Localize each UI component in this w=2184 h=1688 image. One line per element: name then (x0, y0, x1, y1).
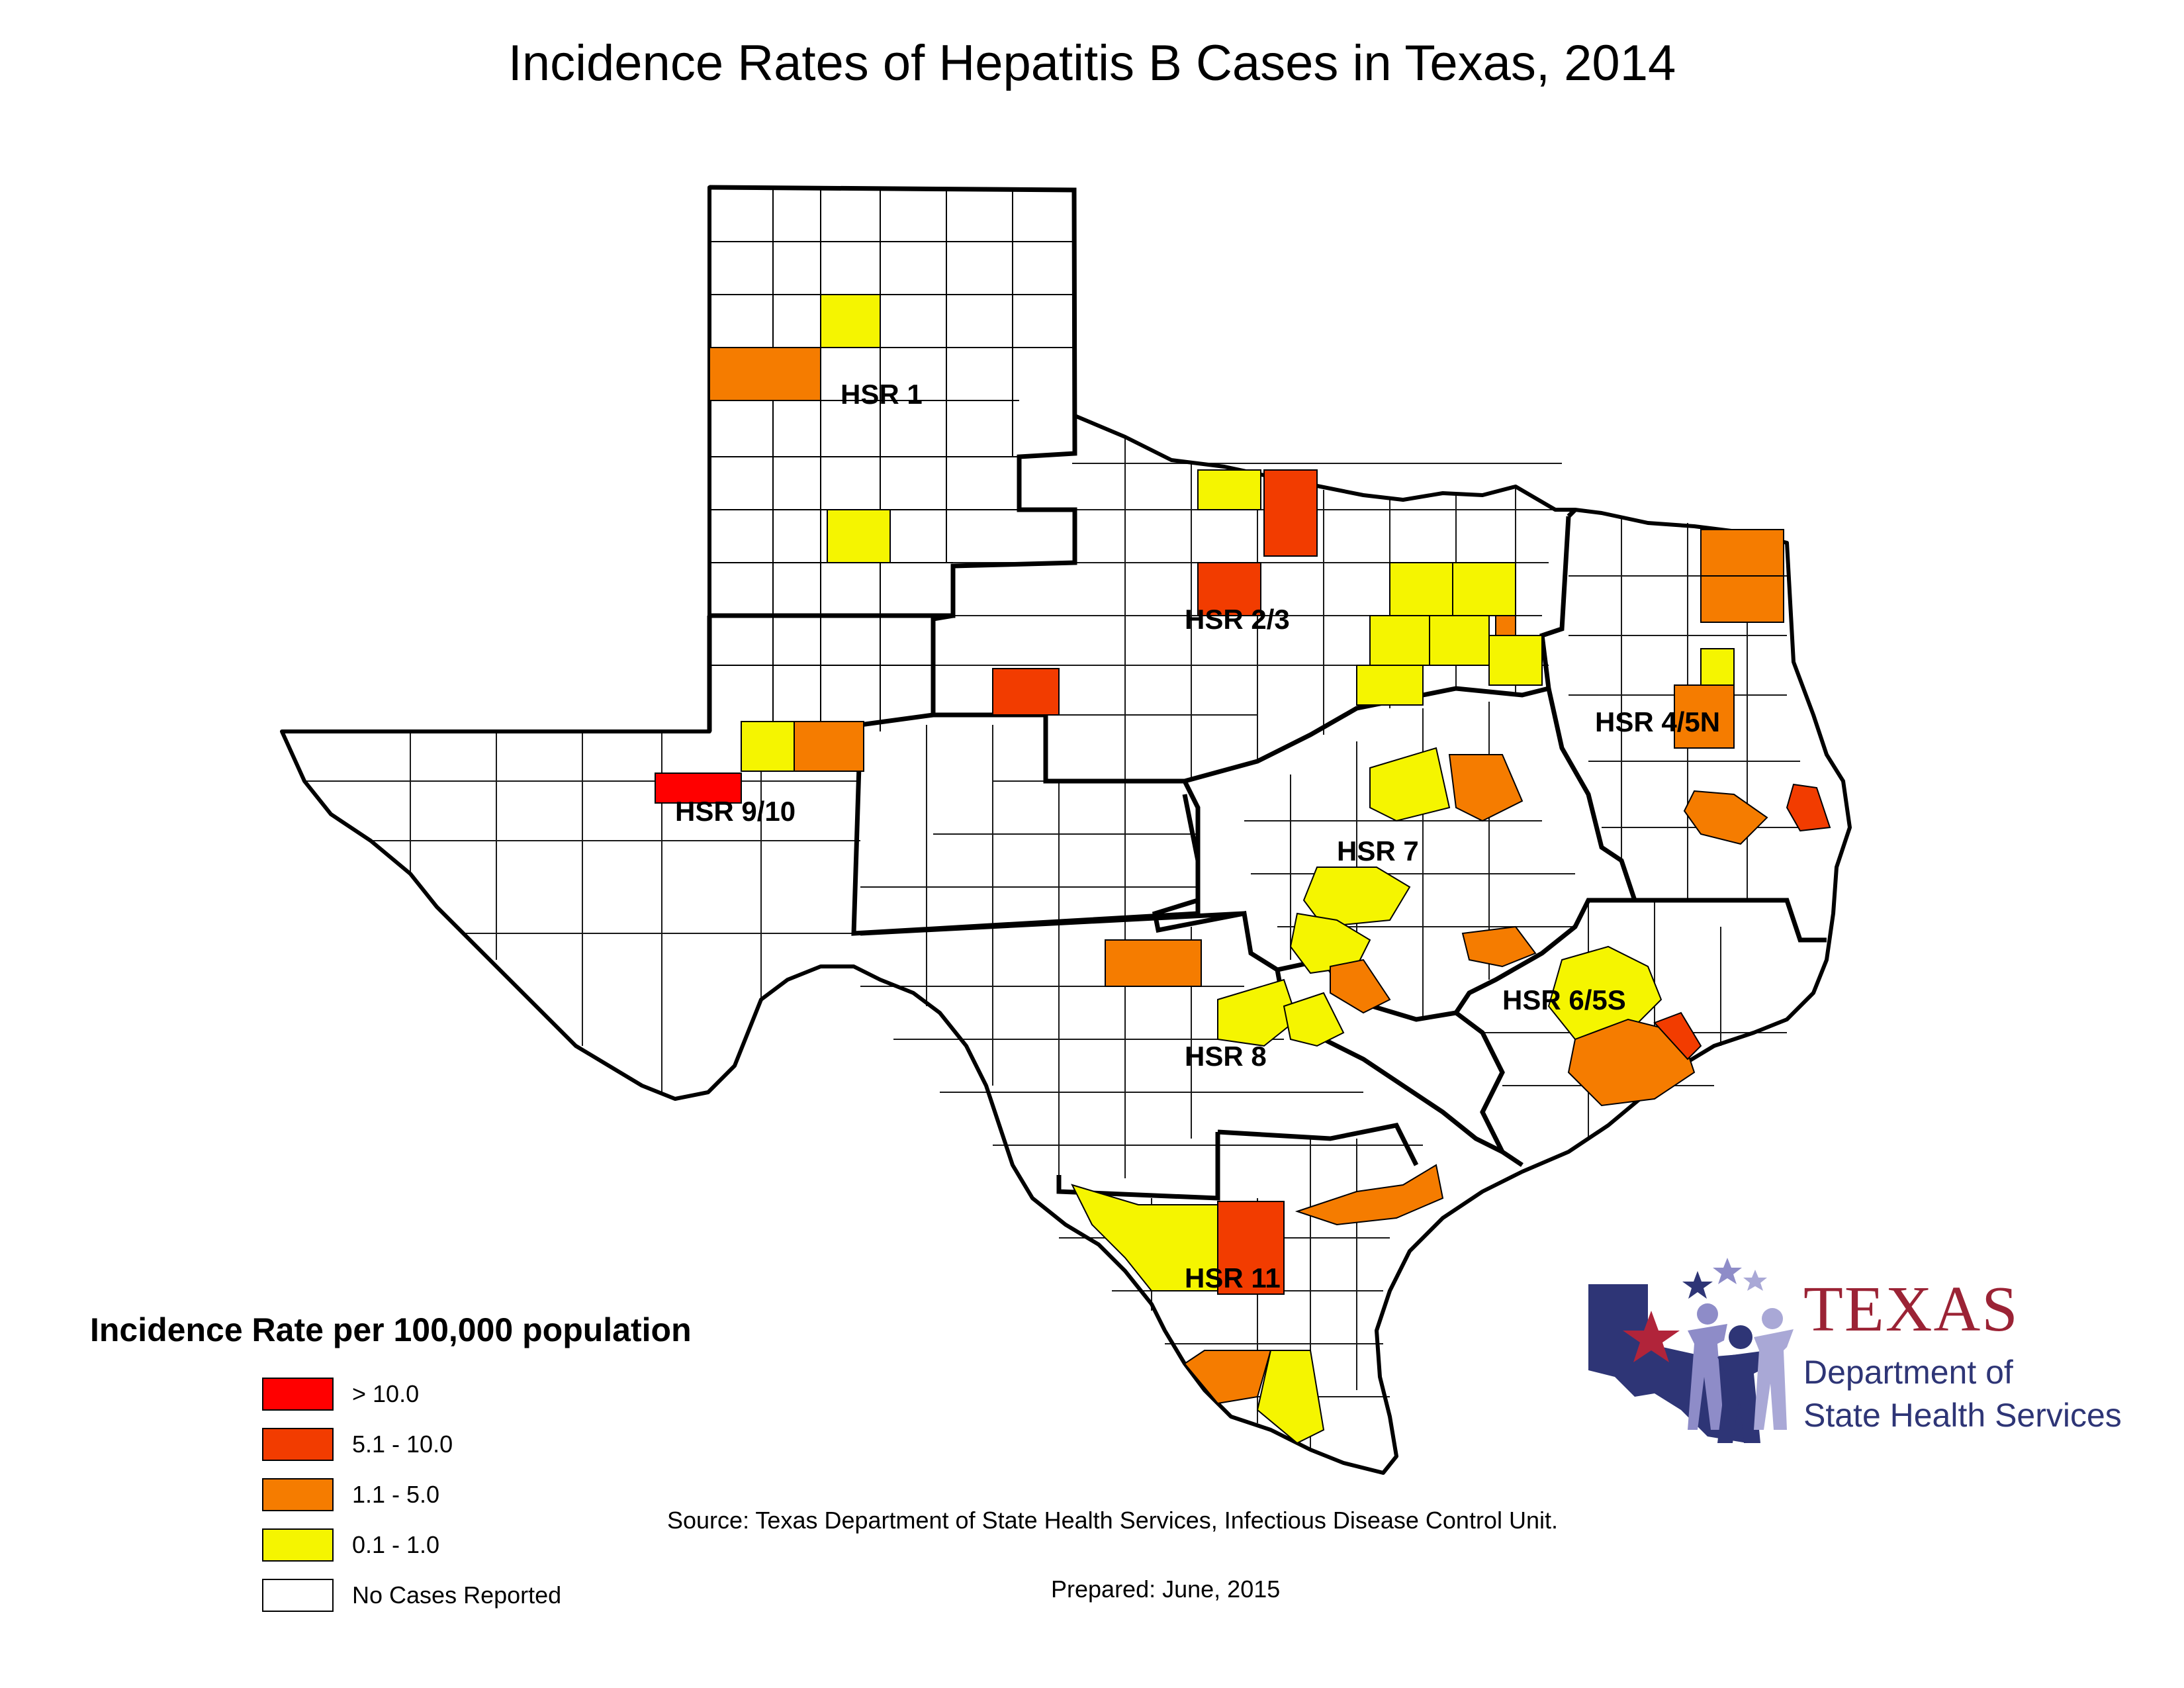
legend-title: Incidence Rate per 100,000 population (90, 1311, 692, 1348)
county-grid-panhandle (709, 187, 1074, 731)
legend-label: 0.1 - 1.0 (352, 1531, 440, 1558)
county-yellow (1369, 747, 1451, 822)
hsr1-boundary (709, 185, 1077, 618)
legend-label: 5.1 - 10.0 (352, 1430, 453, 1458)
map-title: Incidence Rates of Hepatitis B Cases in … (508, 35, 1676, 91)
legend-item: > 10.0 (262, 1369, 561, 1419)
county-red-orange (1263, 469, 1318, 557)
legend-item: 5.1 - 10.0 (262, 1419, 561, 1470)
dshs-logo: TEXAS Department of State Health Service… (1588, 1258, 2122, 1443)
county-orange (709, 347, 821, 401)
county-yellow (1302, 867, 1411, 928)
red-star-icon (1623, 1311, 1680, 1362)
legend-swatch (262, 1428, 334, 1461)
region-label-hsr45n: HSR 4/5N (1595, 706, 1720, 737)
prepared-date: Prepared: June, 2015 (1051, 1575, 1281, 1603)
legend-label: > 10.0 (352, 1380, 420, 1407)
county-orange (1495, 615, 1516, 636)
county-orange (1567, 1018, 1696, 1107)
county-red (655, 773, 742, 804)
legend-swatch (262, 1579, 334, 1612)
county-yellow (1071, 1184, 1218, 1291)
county-yellow (1452, 562, 1516, 616)
county-yellow (1356, 665, 1424, 706)
legend-label: No Cases Reported (352, 1581, 562, 1609)
hsr-labels: HSR 1 HSR 2/3 HSR 4/5N HSR 9/10 HSR 7 HS… (675, 379, 1720, 1293)
county-yellow (1256, 1350, 1325, 1444)
legend-item: No Cases Reported (262, 1570, 561, 1620)
county-red-orange (1653, 1011, 1702, 1060)
logo-line1: Department of (1803, 1354, 2013, 1391)
county-yellow (1547, 945, 1662, 1040)
county-yellow (1389, 562, 1453, 616)
county-orange (1700, 575, 1784, 623)
legend-item: 1.1 - 5.0 (262, 1470, 561, 1520)
county-yellow (1197, 469, 1261, 510)
county-yellow (1488, 635, 1543, 686)
county-orange (1330, 959, 1391, 1014)
county-yellow (820, 294, 881, 348)
county-red-orange (1786, 783, 1831, 832)
county-orange (1183, 1350, 1272, 1405)
legend-label: 1.1 - 5.0 (352, 1481, 440, 1508)
colored-counties (655, 294, 1831, 1444)
legend: > 10.0 5.1 - 10.0 1.1 - 5.0 0.1 - 1.0 No… (262, 1369, 561, 1620)
navy-star-icon (1682, 1271, 1713, 1299)
source-note: Source: Texas Department of State Health… (667, 1507, 1558, 1534)
county-orange (1295, 1164, 1444, 1226)
county-orange (1683, 790, 1768, 845)
texas-state-outline (280, 185, 1852, 1475)
legend-swatch (262, 1378, 334, 1411)
legend-swatch (262, 1528, 334, 1562)
hsr65s-boundary (1454, 1011, 1524, 1167)
region-label-hsr7: HSR 7 (1337, 835, 1419, 867)
county-yellow (827, 509, 891, 563)
county-red-orange (1217, 1201, 1285, 1295)
county-yellow (1700, 648, 1735, 686)
county-orange (1105, 939, 1202, 987)
county-yellow (1283, 992, 1345, 1047)
region-label-hsr23: HSR 2/3 (1185, 604, 1290, 635)
county-orange (1700, 529, 1784, 577)
county-orange (1674, 684, 1735, 749)
county-red-orange (1197, 562, 1261, 616)
county-orange (1448, 754, 1524, 822)
legend-swatch (262, 1478, 334, 1511)
county-red-orange (992, 668, 1060, 716)
logo-line2: State Health Services (1803, 1397, 2122, 1434)
people-figures-icon (1688, 1303, 1794, 1443)
lilac-star-icon (1713, 1258, 1742, 1284)
county-yellow (1217, 978, 1298, 1047)
region-label-hsr910: HSR 9/10 (675, 796, 796, 827)
region-label-hsr65s: HSR 6/5S (1502, 984, 1626, 1015)
region-label-hsr1: HSR 1 (841, 379, 923, 410)
region-label-hsr11: HSR 11 (1185, 1262, 1281, 1293)
lilac-star-small-icon (1743, 1270, 1767, 1291)
region-label-hsr8: HSR 8 (1185, 1041, 1267, 1072)
county-yellow (1369, 615, 1430, 666)
county-yellow (741, 721, 795, 772)
legend-item: 0.1 - 1.0 (262, 1520, 561, 1570)
county-orange (1461, 925, 1537, 968)
logo-wordmark: TEXAS (1803, 1274, 2019, 1345)
county-yellow (1429, 615, 1490, 666)
county-orange (794, 721, 864, 772)
